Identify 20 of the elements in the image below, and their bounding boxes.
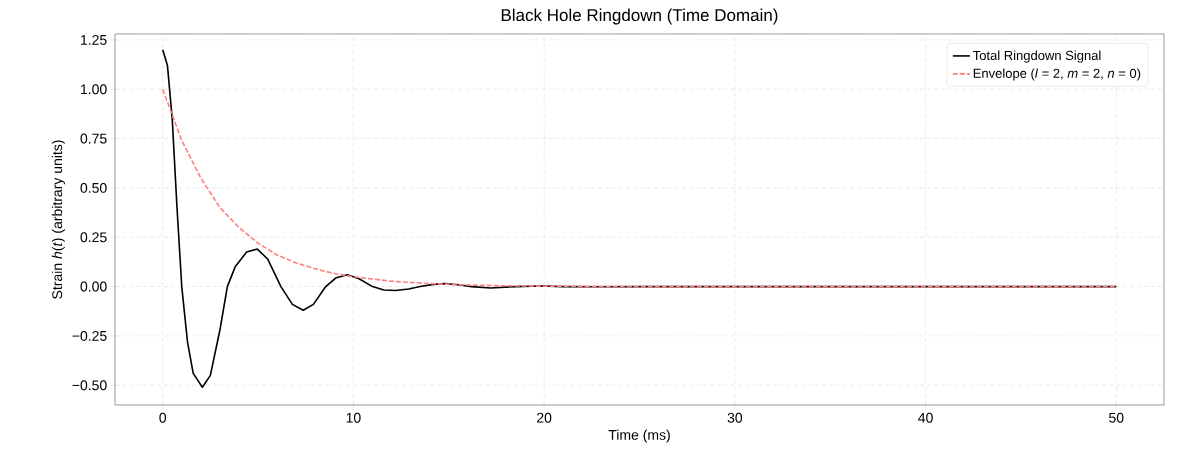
y-tick-label: 0.50 [80,182,107,193]
y-tick-label: 0.25 [80,232,107,243]
y-tick-label: −0.25 [72,330,107,341]
x-axis-title: Time (ms) [608,429,670,443]
x-tick-label: 10 [346,412,361,423]
x-tick-label: 0 [159,412,167,423]
legend-label: Total Ringdown Signal [973,50,1101,63]
line-series [161,48,1118,389]
y-tick-label: 1.00 [81,84,107,95]
x-tick-label: 40 [918,412,933,423]
y-axis-title: Strain h(t) (arbitrary units) [51,140,65,299]
legend-label: Envelope (l = 2, m = 2, n = 0) [973,68,1141,81]
y-tick-label: 0.75 [80,133,107,144]
y-tick-label: −0.50 [72,380,107,391]
y-tick-label: 1.25 [81,34,107,45]
x-tick-label: 30 [727,412,743,423]
x-tick-label: 20 [537,412,552,423]
y-tick-label: 0.00 [80,281,107,292]
x-tick-label: 50 [1109,412,1124,423]
chart-title: Black Hole Ringdown (Time Domain) [501,8,778,25]
